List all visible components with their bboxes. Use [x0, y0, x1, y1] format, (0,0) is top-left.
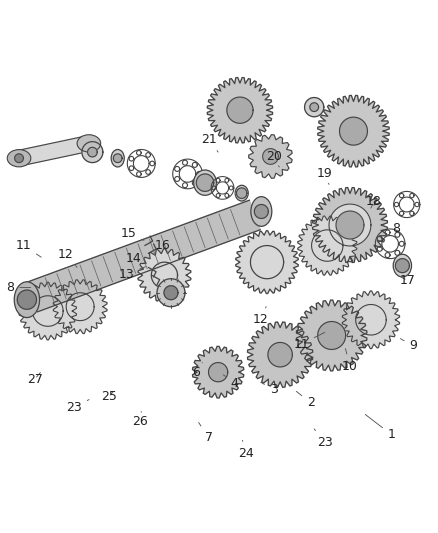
Text: 11: 11	[293, 333, 325, 351]
Text: 16: 16	[154, 239, 170, 252]
Ellipse shape	[14, 282, 39, 318]
Ellipse shape	[393, 254, 412, 277]
Ellipse shape	[111, 149, 124, 167]
Text: 8: 8	[385, 222, 400, 236]
Text: 15: 15	[120, 227, 144, 240]
Polygon shape	[336, 211, 364, 239]
Text: 7: 7	[199, 423, 212, 444]
Polygon shape	[236, 231, 298, 294]
Ellipse shape	[7, 150, 31, 167]
Polygon shape	[82, 142, 103, 163]
Text: 17: 17	[400, 274, 416, 287]
Text: 21: 21	[201, 133, 218, 152]
Polygon shape	[339, 117, 367, 145]
Polygon shape	[14, 154, 23, 163]
Polygon shape	[113, 154, 122, 163]
Ellipse shape	[235, 185, 248, 201]
Ellipse shape	[77, 135, 101, 152]
Text: 3: 3	[261, 382, 278, 396]
Text: 26: 26	[132, 411, 148, 428]
Polygon shape	[310, 103, 318, 111]
Polygon shape	[312, 188, 388, 262]
Polygon shape	[263, 149, 279, 164]
Polygon shape	[53, 280, 107, 334]
Polygon shape	[247, 322, 313, 387]
Text: 6: 6	[192, 362, 202, 378]
Polygon shape	[227, 97, 253, 123]
Polygon shape	[207, 77, 272, 143]
Polygon shape	[254, 205, 268, 219]
Polygon shape	[88, 147, 97, 157]
Polygon shape	[138, 248, 191, 302]
Polygon shape	[19, 282, 77, 340]
Text: 25: 25	[101, 390, 117, 403]
Text: 19: 19	[317, 167, 332, 184]
Polygon shape	[196, 174, 214, 191]
Text: 2: 2	[296, 391, 314, 409]
Text: 14: 14	[126, 252, 146, 265]
Text: 20: 20	[265, 150, 282, 167]
Polygon shape	[268, 343, 292, 367]
Text: 12: 12	[57, 248, 77, 268]
Polygon shape	[208, 362, 228, 382]
Text: 23: 23	[66, 400, 89, 414]
Text: 4: 4	[223, 375, 238, 390]
Ellipse shape	[251, 197, 272, 227]
Polygon shape	[329, 204, 371, 246]
Text: 27: 27	[27, 373, 42, 386]
Polygon shape	[27, 200, 260, 312]
Polygon shape	[164, 286, 178, 300]
Text: 1: 1	[365, 415, 396, 441]
Polygon shape	[396, 259, 410, 272]
Polygon shape	[192, 346, 244, 398]
Text: 8: 8	[6, 281, 31, 294]
Text: 11: 11	[15, 239, 41, 257]
Polygon shape	[17, 290, 36, 309]
Ellipse shape	[194, 170, 216, 195]
Polygon shape	[157, 279, 185, 306]
Polygon shape	[318, 321, 346, 350]
Text: 23: 23	[314, 429, 332, 448]
Text: 10: 10	[342, 349, 358, 373]
Polygon shape	[298, 216, 357, 275]
Text: 12: 12	[253, 306, 268, 326]
Polygon shape	[318, 95, 389, 167]
Polygon shape	[237, 188, 247, 198]
Polygon shape	[342, 291, 399, 349]
Polygon shape	[297, 300, 367, 371]
Polygon shape	[249, 135, 292, 178]
Polygon shape	[18, 136, 91, 166]
Text: 18: 18	[366, 196, 382, 208]
Text: 13: 13	[119, 266, 146, 281]
Text: 9: 9	[400, 338, 417, 352]
Polygon shape	[304, 98, 324, 117]
Text: 24: 24	[238, 440, 254, 460]
